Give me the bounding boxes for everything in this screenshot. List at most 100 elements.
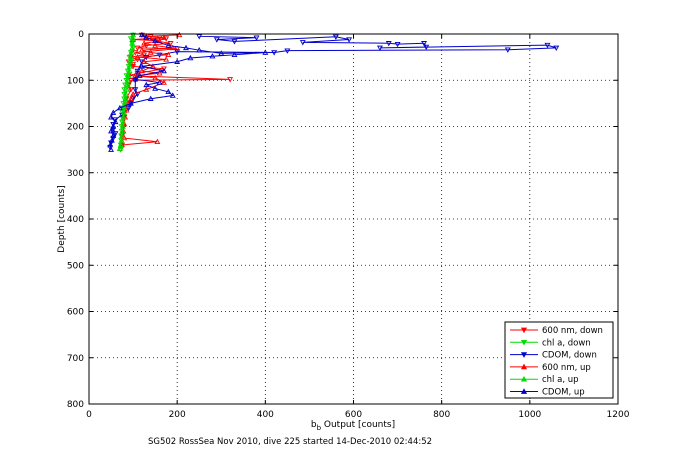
- data-point: [136, 72, 143, 78]
- data-point: [284, 48, 291, 54]
- legend-label: CDOM, up: [542, 388, 585, 398]
- legend-label: 600 nm, up: [542, 363, 591, 373]
- figure-caption: SG502 RossSea Nov 2010, dive 225 started…: [148, 437, 432, 447]
- data-point: [116, 104, 123, 111]
- data-point: [124, 77, 131, 83]
- data-point: [127, 87, 134, 93]
- data-point: [120, 114, 127, 120]
- x-tick-label: 200: [169, 410, 186, 420]
- data-point: [160, 66, 167, 72]
- data-point: [132, 78, 139, 84]
- data-point: [423, 44, 430, 51]
- data-point: [121, 104, 128, 111]
- data-point: [253, 35, 260, 41]
- data-point: [227, 77, 234, 83]
- data-point: [117, 141, 124, 148]
- legend-marker: [520, 375, 528, 382]
- data-point: [119, 127, 126, 134]
- y-tick-label: 0: [78, 30, 84, 40]
- data-point: [169, 44, 176, 51]
- data-point: [134, 57, 141, 63]
- data-point: [122, 95, 129, 101]
- data-point: [124, 81, 131, 88]
- data-point: [165, 51, 172, 58]
- data-point: [118, 137, 125, 143]
- data-point: [138, 63, 145, 69]
- legend-box: [504, 321, 614, 399]
- data-point: [132, 76, 139, 82]
- data-point: [123, 90, 129, 97]
- data-point: [127, 53, 134, 60]
- x-tick-label: 400: [257, 410, 274, 420]
- data-point: [108, 114, 115, 120]
- data-point: [108, 137, 115, 143]
- data-point: [119, 132, 126, 138]
- x-tick-label: 0: [86, 410, 92, 420]
- data-point: [110, 132, 117, 138]
- data-point: [152, 37, 159, 44]
- data-point: [138, 67, 145, 74]
- data-point: [385, 41, 392, 47]
- data-point: [127, 78, 134, 84]
- data-point: [138, 31, 145, 38]
- legend-label: 600 nm, down: [542, 326, 603, 336]
- data-point: [167, 41, 174, 47]
- data-point: [154, 138, 161, 144]
- y-tick-label: 600: [67, 308, 84, 318]
- data-point: [141, 58, 148, 64]
- data-point: [143, 81, 150, 88]
- data-point: [130, 64, 137, 70]
- data-point: [165, 88, 172, 95]
- data-point: [196, 34, 203, 40]
- y-tick-label: 300: [67, 169, 84, 179]
- data-point: [132, 87, 139, 93]
- data-point: [134, 68, 141, 75]
- data-point: [376, 45, 383, 52]
- data-point: [231, 51, 238, 58]
- data-point: [174, 58, 181, 64]
- data-point: [147, 95, 154, 101]
- data-point: [108, 146, 115, 152]
- data-point: [110, 123, 117, 129]
- y-axis-label: Depth [counts]: [57, 185, 67, 252]
- data-point: [110, 109, 117, 115]
- data-point: [120, 118, 127, 125]
- y-tick-label: 500: [67, 261, 84, 271]
- data-point: [176, 31, 183, 38]
- series-layer: [107, 31, 560, 153]
- y-tick-label: 100: [67, 76, 84, 86]
- grid: [89, 34, 618, 404]
- data-point: [128, 49, 135, 55]
- data-point: [125, 105, 132, 112]
- y-tick-label: 200: [67, 123, 84, 133]
- data-point: [169, 92, 176, 98]
- data-point: [116, 145, 123, 151]
- legend-label: CDOM, down: [542, 351, 597, 361]
- data-point: [332, 34, 339, 40]
- data-point: [130, 90, 137, 97]
- data-point: [134, 45, 141, 52]
- data-point: [174, 49, 181, 55]
- data-point: [119, 123, 126, 129]
- series-4: [116, 31, 137, 151]
- data-point: [421, 41, 427, 47]
- x-axis-label: bb Output [counts]: [311, 420, 395, 432]
- data-point: [125, 72, 132, 78]
- data-point: [130, 35, 137, 41]
- series-5: [107, 31, 269, 152]
- data-point: [152, 74, 159, 81]
- legend-marker: [520, 363, 528, 370]
- data-point: [126, 63, 133, 69]
- data-point: [187, 54, 194, 61]
- data-point: [209, 53, 216, 59]
- data-point: [107, 141, 114, 148]
- data-point: [544, 42, 551, 49]
- data-point: [143, 34, 150, 40]
- x-tick-label: 1200: [607, 410, 630, 420]
- data-point: [156, 70, 163, 76]
- data-point: [126, 67, 133, 74]
- data-point: [112, 117, 119, 123]
- data-point: [346, 37, 353, 43]
- data-point: [141, 40, 148, 46]
- data-point: [122, 100, 129, 106]
